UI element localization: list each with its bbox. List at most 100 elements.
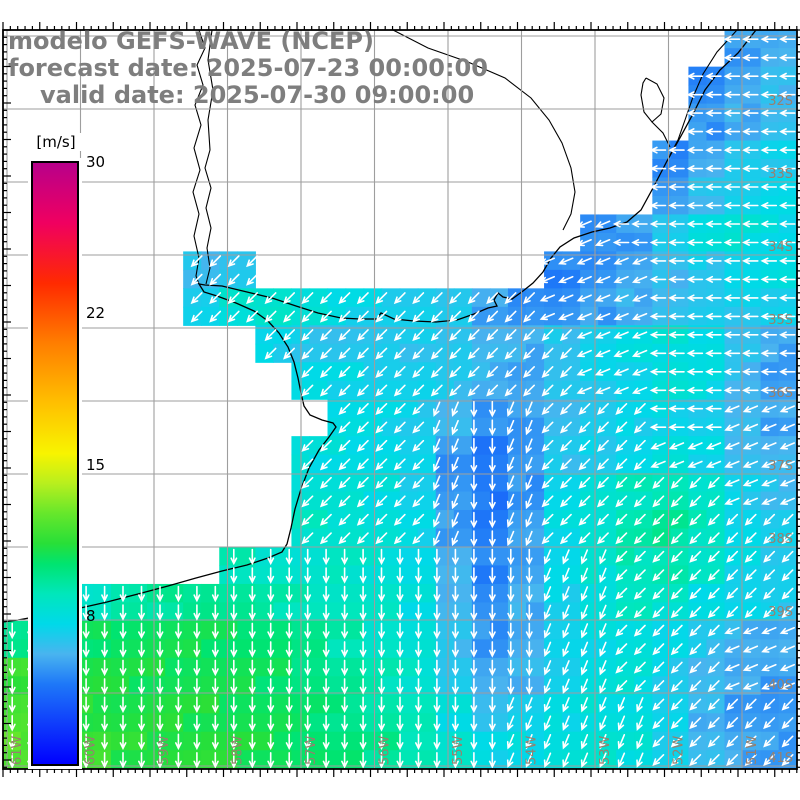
wind-cell: [562, 380, 581, 400]
wind-arrow: [507, 659, 515, 677]
lat-label: 41S: [768, 751, 793, 766]
wind-arrow: [781, 587, 794, 600]
wind-arrow: [742, 294, 759, 302]
wind-cell: [471, 380, 491, 400]
wind-arrow: [375, 476, 388, 489]
wind-arrow: [631, 331, 648, 339]
wind-arrow: [744, 606, 757, 619]
wind-arrow: [705, 423, 722, 431]
wind-arrow: [301, 439, 314, 452]
wind-cell: [634, 251, 653, 271]
wind-arrow: [649, 368, 667, 376]
colorbar-tick-label: 30: [86, 153, 106, 171]
wind-cell: [345, 288, 365, 308]
wind-cell: [489, 306, 509, 326]
wind-cell: [219, 620, 238, 640]
wind-cell: [706, 657, 726, 677]
wind-arrow: [301, 292, 314, 305]
wind-arrow: [724, 460, 740, 468]
wind-arrow: [705, 257, 722, 265]
wind-cell: [634, 528, 653, 548]
wind-cell: [417, 694, 437, 714]
wind-cell: [544, 583, 563, 604]
wind-arrow: [267, 604, 275, 621]
wind-arrow: [119, 752, 127, 769]
wind-cell: [616, 436, 635, 456]
wind-arrow: [433, 752, 441, 769]
wind-arrow: [686, 128, 704, 136]
wind-cell: [345, 417, 365, 437]
wind-arrow: [119, 641, 127, 658]
wind-cell: [74, 639, 94, 659]
wind-arrow: [156, 585, 164, 603]
wind-arrow: [301, 310, 314, 323]
wind-arrow: [668, 331, 685, 339]
wind-arrow: [433, 715, 441, 732]
wind-cell: [634, 325, 653, 345]
lon-label: 60W: [84, 735, 99, 765]
wind-arrow: [631, 220, 648, 228]
wind-arrow: [248, 622, 256, 640]
wind-arrow: [779, 91, 796, 99]
wind-arrow: [652, 513, 665, 526]
wind-cell: [201, 306, 220, 326]
wind-arrow: [761, 479, 777, 487]
wind-arrow: [615, 587, 628, 600]
wind-arrow: [248, 604, 256, 621]
wind-arrow: [304, 604, 312, 621]
wind-arrow: [504, 366, 517, 378]
wind-cell: [598, 362, 617, 382]
wind-arrow: [580, 586, 589, 602]
wind-arrow: [649, 146, 667, 154]
wind-arrow: [341, 604, 349, 621]
wind-arrow: [412, 513, 425, 526]
wind-arrow: [393, 292, 406, 305]
wind-arrow: [506, 512, 515, 528]
wind-arrow: [285, 622, 293, 640]
wind-arrow: [689, 550, 702, 563]
wind-arrow: [248, 585, 256, 603]
wind-cell: [219, 694, 238, 714]
wind-arrow: [338, 439, 351, 452]
wind-arrow: [744, 550, 757, 563]
wind-arrow: [506, 438, 515, 454]
wind-cell: [453, 306, 473, 326]
wind-cell: [616, 380, 635, 400]
wind-arrow: [304, 567, 312, 584]
wind-cell: [652, 676, 671, 696]
wind-cell: [110, 639, 130, 659]
wind-cell: [616, 454, 635, 474]
wind-arrow: [341, 678, 349, 695]
wind-arrow: [156, 696, 164, 714]
wind-arrow: [433, 622, 441, 640]
wind-cell: [489, 362, 509, 382]
wind-arrow: [525, 438, 533, 454]
wind-cell: [562, 602, 581, 622]
wind-arrow: [705, 128, 722, 136]
wind-arrow: [615, 513, 628, 526]
wind-cell: [652, 454, 671, 474]
wind-arrow: [449, 292, 462, 305]
wind-cell: [74, 694, 94, 714]
wind-arrow: [707, 476, 720, 489]
wind-cell: [634, 676, 653, 696]
wind-arrow: [652, 680, 665, 693]
wind-cell: [327, 565, 347, 585]
wind-arrow: [507, 678, 515, 695]
wind-cell: [363, 565, 383, 585]
wind-arrow: [267, 715, 275, 732]
wind-arrow: [689, 661, 702, 674]
wind-arrow: [742, 54, 759, 62]
wind-arrow: [393, 403, 406, 415]
wind-arrow: [449, 329, 462, 342]
wind-arrow: [393, 310, 406, 323]
wind-cell: [598, 473, 617, 493]
wind-arrow: [652, 661, 665, 674]
wind-arrow: [599, 752, 607, 768]
wind-arrow: [449, 384, 462, 397]
wind-cell: [471, 325, 491, 345]
wind-arrow: [227, 310, 240, 323]
wind-arrow: [742, 645, 759, 653]
wind-cell: [598, 436, 617, 456]
wind-arrow: [470, 493, 478, 510]
